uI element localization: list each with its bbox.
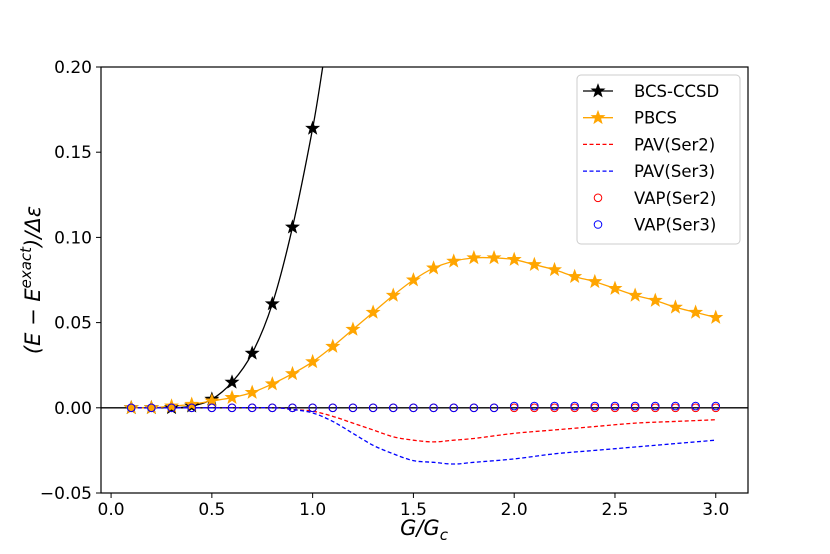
data-point-pbcs [164,398,180,413]
data-point-bcs-ccsd [284,219,300,234]
data-point-bcs-ccsd [224,374,240,389]
data-point-pbcs [688,304,704,319]
legend-label-bcs-ccsd: BCS-CCSD [634,82,719,101]
y-tick-label: 0.00 [54,399,92,419]
data-point-vap-ser3 [550,401,559,411]
data-point-pbcs [143,399,159,415]
data-point-vap-ser3 [348,403,358,413]
data-point-vap-ser3 [308,403,317,413]
data-point-vap-ser3 [469,403,479,413]
x-tick-label: 2.0 [501,500,528,520]
x-ticks: 0.0 0.5 1.0 1.5 2.0 2.5 3.0 [98,493,729,520]
data-point-pbcs [526,256,542,272]
data-point-pbcs [123,399,139,415]
data-point-pbcs [466,249,482,265]
data-point-pbcs [426,260,442,275]
x-tick-label: 0.0 [98,500,125,520]
y-tick-label: 0.10 [54,228,92,248]
y-tick-label: 0.05 [54,314,92,334]
x-tick-label: 2.5 [601,500,628,520]
data-point-pbcs [446,253,462,268]
data-point-bcs-ccsd [305,120,321,135]
data-point-pbcs [587,273,603,289]
data-point-vap-ser3 [187,403,197,413]
data-point-vap-ser3 [610,401,620,411]
legend-label-vap-ser2: VAP(Ser2) [634,189,716,208]
marker-layer [123,120,724,415]
data-point-vap-ser3 [630,401,640,411]
y-tick-label: 0.20 [54,58,92,78]
data-point-vap-ser3 [167,403,176,413]
y-tick-label: 0.15 [54,143,92,163]
data-point-vap-ser3 [711,401,721,411]
data-point-vap-ser3 [530,401,539,411]
series-line-pav-ser2 [131,407,716,443]
x-axis-label: G/Gc [400,516,449,544]
data-point-vap-ser3 [227,403,237,413]
data-point-pbcs [405,272,421,287]
legend-marker-pbcs [590,109,606,125]
data-point-vap-ser3 [247,403,257,413]
legend-label-pbcs: PBCS [634,109,677,128]
data-point-vap-ser3 [207,403,217,413]
data-point-vap-ser3 [288,403,297,413]
legend-label-pav-ser3: PAV(Ser3) [634,162,715,181]
data-point-vap-ser3 [268,403,277,413]
data-point-pbcs [506,251,522,266]
legend-marker-vap-ser3 [593,220,603,229]
data-point-bcs-ccsd [244,345,260,360]
data-point-pbcs [486,249,502,265]
data-point-vap-ser3 [570,401,579,411]
data-point-vap-ser3 [509,401,519,411]
data-point-pbcs [547,261,562,277]
data-point-vap-ser3 [489,403,499,413]
legend-marker-bcs-ccsd [590,83,606,98]
data-point-pbcs [284,365,300,381]
data-point-pbcs [325,338,341,353]
data-point-vap-ser3 [691,401,700,411]
data-point-pbcs [305,353,321,369]
data-point-pbcs [365,304,381,319]
data-point-pbcs [264,376,280,391]
data-point-pbcs [385,287,401,302]
data-point-pbcs [345,321,361,336]
legend: BCS-CCSD PBCS PAV(Ser2) PAV(Ser3) VAP(Ser2) V… [576,74,741,245]
data-point-vap-ser3 [429,403,438,413]
y-ticks: −0.05 0.00 0.05 0.10 0.15 0.20 [40,58,101,504]
x-tick-label: 3.0 [702,500,729,520]
data-point-vap-ser3 [368,403,378,413]
legend-label-vap-ser3: VAP(Ser3) [634,216,716,235]
data-point-vap-ser3 [126,403,136,413]
legend-label-pav-ser2: PAV(Ser2) [634,135,715,154]
data-point-vap-ser3 [650,401,660,411]
y-tick-label: −0.05 [40,484,92,504]
series-line-pav-ser3 [131,407,716,465]
plot-frame [100,66,749,494]
data-point-pbcs [708,309,724,324]
data-point-vap-ser3 [449,403,459,413]
x-tick-label: 1.5 [400,500,427,520]
legend-frame [576,74,741,245]
data-point-vap-ser3 [590,401,600,411]
data-point-pbcs [667,299,683,314]
x-tick-label: 1.0 [299,500,326,520]
legend-marker-vap-ser2 [593,193,603,203]
data-point-pbcs [224,389,240,404]
data-point-bcs-ccsd [264,295,280,311]
data-point-vap-ser3 [388,403,398,413]
legend-items: BCS-CCSD PBCS PAV(Ser2) PAV(Ser3) VAP(Ser2) V… [583,82,719,235]
data-point-pbcs [647,292,663,307]
data-point-pbcs [567,268,583,283]
x-tick-label: 0.5 [198,500,225,520]
data-point-vap-ser3 [671,401,680,411]
data-point-vap-ser3 [147,403,156,413]
data-point-vap-ser3 [409,403,418,413]
data-point-pbcs [607,280,623,295]
data-point-pbcs [627,287,643,302]
y-axis-label: (E − Eexact)/Δε [17,206,45,354]
data-point-vap-ser3 [328,403,338,413]
data-point-pbcs [244,384,260,399]
